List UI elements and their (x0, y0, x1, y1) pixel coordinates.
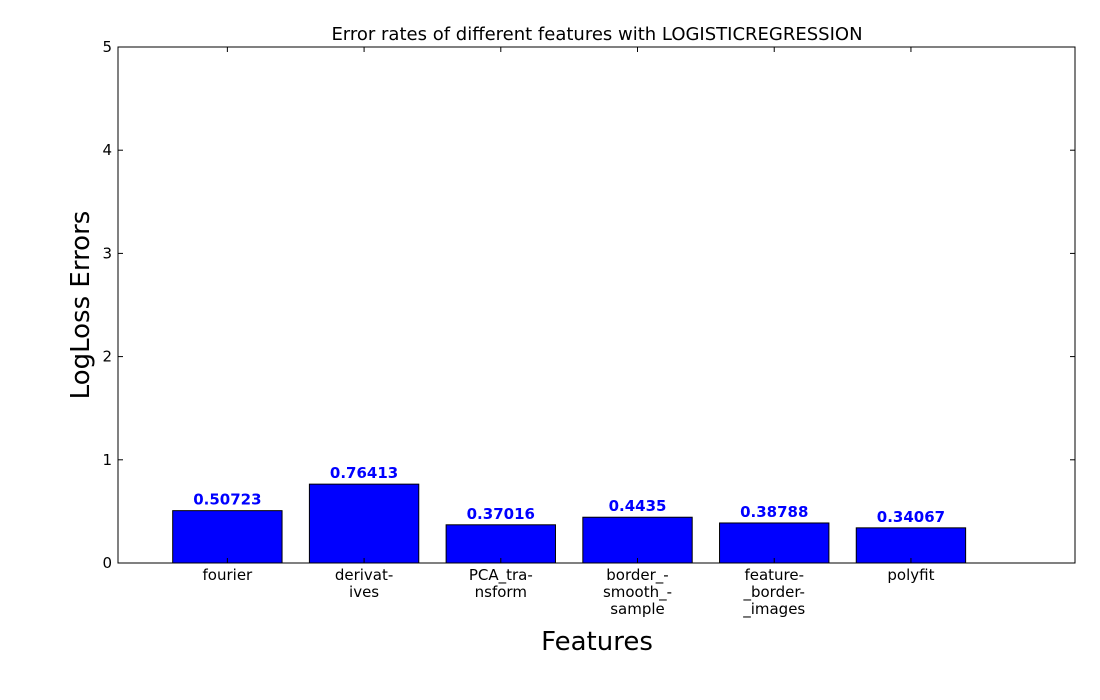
x-tick-label: smooth_- (603, 583, 672, 602)
chart-title: Error rates of different features with L… (331, 24, 862, 45)
x-tick-label: derivat- (335, 566, 393, 584)
y-tick-label: 0 (102, 554, 112, 572)
y-tick-label: 2 (102, 348, 112, 366)
y-tick-label: 1 (102, 451, 112, 469)
y-tick-label: 3 (102, 244, 112, 262)
y-axis-label: LogLoss Errors (66, 211, 96, 400)
y-tick-label: 5 (102, 38, 112, 56)
bar-value-label: 0.37016 (467, 505, 535, 523)
x-tick-label: _images (742, 600, 805, 619)
bar-value-label: 0.76413 (330, 464, 398, 482)
bar (445, 524, 556, 564)
x-tick-label: polyfit (887, 566, 934, 584)
bar-value-label: 0.34067 (877, 508, 945, 526)
x-tick-label: border_- (606, 566, 668, 585)
bar (308, 483, 420, 564)
bar (719, 522, 830, 564)
bar (855, 527, 967, 564)
bar (172, 510, 283, 564)
y-tick-label: 4 (102, 141, 112, 159)
x-tick-label: PCA_tra- (469, 566, 533, 585)
x-tick-label: fourier (203, 566, 254, 584)
bar-value-label: 0.50723 (193, 491, 261, 509)
bar-value-label: 0.4435 (609, 497, 667, 515)
plot-area: 0.50723 fourier 0.76413 derivat-ives 0.37016… (102, 38, 1076, 619)
x-axis-label: Features (541, 627, 653, 657)
bar (582, 516, 693, 564)
x-tick-label: nsform (475, 583, 527, 601)
x-tick-label: _border- (742, 583, 804, 602)
x-tick-label: ives (349, 583, 379, 601)
axes-frame (117, 46, 1076, 564)
x-tick-label: sample (610, 600, 665, 618)
bar-value-label: 0.38788 (740, 503, 808, 521)
x-tick-label: feature- (744, 566, 804, 584)
